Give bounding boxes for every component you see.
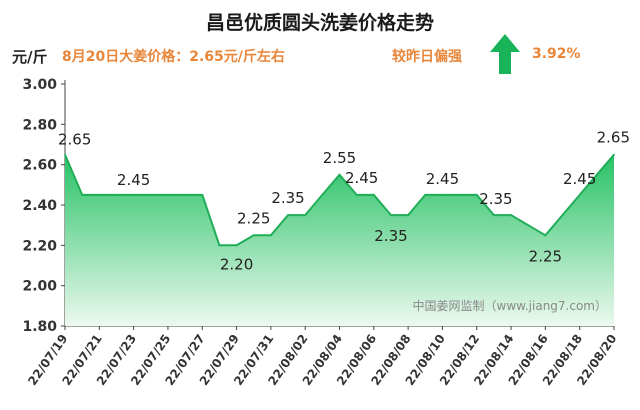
data-point xyxy=(115,194,118,196)
y-tick-label: 2.80 xyxy=(22,117,57,133)
data-label: 2.45 xyxy=(345,169,378,187)
data-point xyxy=(458,194,461,196)
data-point xyxy=(338,173,341,176)
data-label: 2.25 xyxy=(529,247,562,265)
data-point xyxy=(270,234,272,237)
data-point xyxy=(252,234,255,237)
data-point xyxy=(544,234,547,237)
y-tick-label: 2.40 xyxy=(22,198,57,214)
y-axis-unit: 元/斤 xyxy=(12,48,48,66)
data-point xyxy=(373,194,375,196)
price-info: 8月20日大姜价格：2.65元/斤左右 xyxy=(62,49,285,65)
data-point xyxy=(287,214,289,216)
y-tick-label: 3.00 xyxy=(22,77,57,93)
data-point xyxy=(493,214,495,216)
data-point xyxy=(390,214,392,216)
data-point xyxy=(132,194,135,196)
compare-label: 较昨日偏强 xyxy=(392,49,462,65)
compare-value: 3.92% xyxy=(532,46,581,62)
data-point xyxy=(527,224,530,226)
data-point xyxy=(98,194,101,196)
data-point xyxy=(321,194,324,196)
y-tick-label: 2.60 xyxy=(22,158,57,174)
data-label: 2.45 xyxy=(563,170,596,188)
data-point xyxy=(201,194,204,196)
data-point xyxy=(64,153,66,156)
y-tick-label: 2.20 xyxy=(22,238,57,254)
data-label: 2.20 xyxy=(220,255,253,273)
data-point xyxy=(424,194,427,196)
data-label: 2.55 xyxy=(323,149,356,167)
data-point xyxy=(81,194,83,196)
up-arrow-icon xyxy=(490,34,520,74)
data-label: 2.35 xyxy=(374,227,407,245)
data-point xyxy=(355,194,358,196)
data-label: 2.25 xyxy=(237,209,270,227)
data-point xyxy=(218,244,221,247)
data-point xyxy=(578,194,581,196)
data-point xyxy=(167,194,169,196)
data-point xyxy=(613,153,615,156)
data-point xyxy=(184,194,186,196)
data-point xyxy=(441,194,444,196)
data-point xyxy=(596,173,598,176)
y-tick-label: 1.80 xyxy=(22,319,57,335)
data-point xyxy=(149,194,152,196)
data-label: 2.45 xyxy=(426,170,459,188)
data-label: 2.35 xyxy=(479,190,512,208)
data-label: 2.35 xyxy=(271,189,304,207)
data-point xyxy=(235,244,238,247)
data-label: 2.65 xyxy=(58,131,91,149)
data-point xyxy=(510,214,512,216)
data-point xyxy=(475,194,478,196)
watermark: 中国姜网监制（www.jiang7.com） xyxy=(413,298,607,313)
data-point xyxy=(407,214,409,216)
chart-title: 昌邑优质圆头洗姜价格走势 xyxy=(205,12,434,34)
data-point xyxy=(561,214,564,216)
data-label: 2.65 xyxy=(597,129,630,147)
data-point xyxy=(304,214,306,216)
y-tick-label: 2.00 xyxy=(22,279,57,295)
data-label: 2.45 xyxy=(117,171,150,189)
